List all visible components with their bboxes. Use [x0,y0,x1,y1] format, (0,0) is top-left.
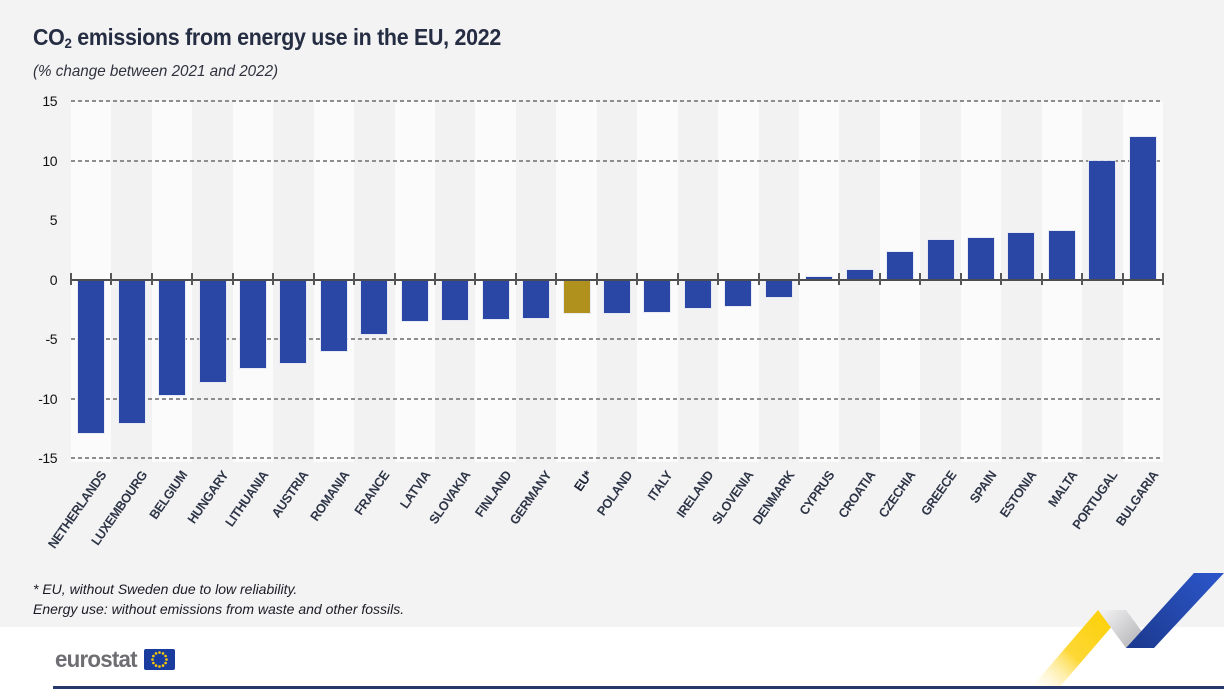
bar-finland [482,279,509,319]
bar-denmark [765,279,792,298]
gridline-10 [71,159,1163,162]
chart-title-subscript: 2 [64,36,72,53]
axis-tick [798,273,800,285]
bar-slovenia [725,279,752,306]
axis-tick [717,273,720,285]
gridline-minus-10 [71,397,1163,400]
footnote-energy-use: Energy use: without emissions from waste… [33,601,405,617]
bar-netherlands [78,279,105,433]
axis-tick [636,273,639,285]
bar-latvia [401,279,428,322]
column-band-spain [960,101,1002,462]
footnote-eu-sweden: * EU, without Sweden due to low reliabil… [33,581,298,597]
bar-spain [968,237,994,280]
axis-tick [70,273,72,285]
y-tick-label-minus-15: -15 [38,450,57,466]
axis-tick [434,273,436,285]
bar-croatia [846,269,873,280]
y-tick-label-minus-10: -10 [38,390,57,407]
trend-ribbon-graphic [1024,558,1224,689]
bar-luxembourg [118,279,145,424]
eurostat-logo: eurostat [55,646,176,673]
axis-tick [474,273,477,285]
bar-italy [644,279,671,312]
bar-portugal [1089,160,1116,280]
axis-tick [555,273,558,285]
axis-tick [150,273,153,285]
bar-slovakia [442,279,469,320]
axis-tick [676,273,679,285]
zero-axis-line [71,278,1163,281]
gridline-minus-15 [71,457,1163,459]
chart-title-rest: emissions from energy use in the EU, 202… [71,24,501,50]
bar-poland [604,279,630,313]
axis-tick [919,273,922,285]
axis-tick [1121,273,1124,285]
gridline-minus-5 [71,338,1163,340]
y-tick-label-10: 10 [42,152,57,169]
bar-hungary [199,279,226,382]
eu-flag-icon [144,649,176,670]
gridline-15 [71,100,1163,102]
bar-greece [927,240,954,280]
axis-tick [878,273,881,285]
bar-ireland [684,279,711,309]
axis-tick [514,273,517,285]
bar-cyprus [806,277,833,280]
column-band-czechia [879,101,921,462]
axis-tick [595,273,598,285]
axis-tick [757,273,760,285]
axis-tick [1081,273,1084,285]
plot-area: NETHERLANDS LUXEMBOURG BELGIUM HUNGARY LITHU… [45,100,1164,551]
chart-subtitle: (% change between 2021 and 2022) [33,63,279,80]
axis-tick [353,273,356,285]
axis-tick [838,273,841,285]
bar-czechia [887,252,914,280]
bar-belgium [159,279,186,395]
column-band-greece [920,101,961,462]
axis-tick [1000,273,1003,285]
footnotes: * EU, without Sweden due to low reliabil… [33,579,404,619]
axis-tick [393,273,396,285]
bar-france [361,279,388,335]
column-band-portugal [1082,101,1123,462]
bar-malta [1048,230,1075,280]
axis-tick [231,273,234,285]
axis-tick [959,273,962,285]
axis-tick [110,273,113,285]
column-band-malta [1041,101,1083,462]
bar-austria [280,279,307,363]
y-tick-label-15: 15 [42,93,57,109]
axis-tick [312,273,315,285]
axis-tick [1040,273,1043,285]
chart-title-prefix: CO [33,24,65,50]
bar-estonia [1008,233,1035,280]
bar-romania [320,279,347,351]
bar-lithuania [240,279,266,368]
column-band-cyprus [799,101,840,462]
bar-germany [523,279,550,318]
column-band-croatia [839,101,880,462]
y-tick-label-0: 0 [49,271,58,288]
bar-eu [563,279,590,313]
axis-tick [272,273,275,285]
axis-tick [1162,273,1164,285]
bottom-border-line [53,686,1224,689]
column-band-estonia [1001,101,1042,462]
y-tick-label-minus-5: -5 [45,331,58,347]
axis-tick [191,273,194,285]
y-tick-label-5: 5 [49,212,58,228]
eurostat-wordmark: eurostat [55,646,138,672]
chart-title: CO2 emissions from energy use in the EU,… [33,24,501,53]
bar-bulgaria [1129,136,1156,280]
